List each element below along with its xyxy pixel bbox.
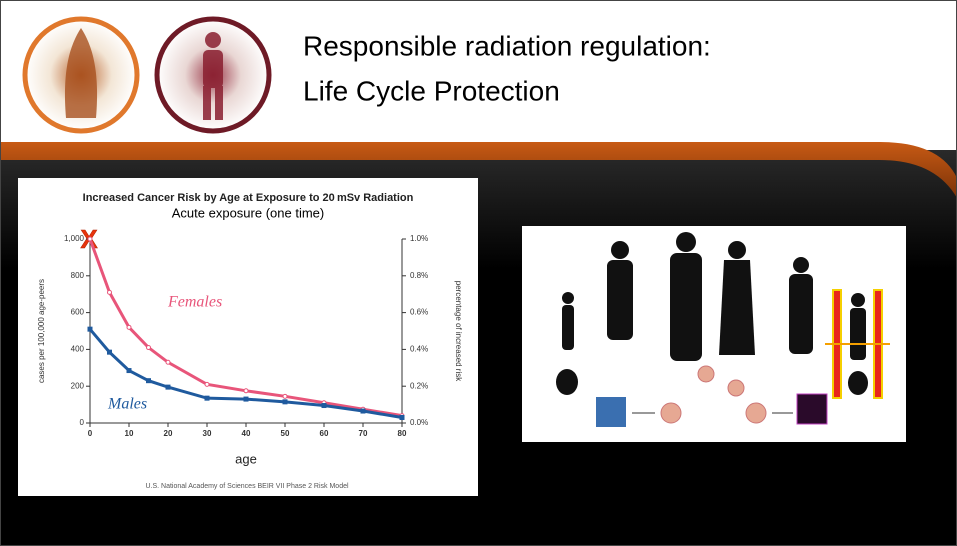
point [87, 236, 93, 242]
y2-tick-label: 0.0% [410, 418, 428, 427]
y2-tick-label: 1.0% [410, 234, 428, 243]
x-tick-label: 40 [242, 429, 251, 438]
point [146, 378, 151, 384]
point [282, 393, 288, 399]
point [165, 359, 171, 365]
point [399, 414, 405, 420]
point [321, 403, 327, 409]
x-tick-label: 20 [164, 429, 173, 438]
annotation: Females [167, 294, 222, 311]
point [282, 399, 288, 405]
y-tick-label: 800 [71, 271, 85, 280]
x-tick-label: 0 [88, 429, 93, 438]
cells [596, 289, 890, 427]
point [126, 324, 132, 330]
silhouettes [556, 232, 868, 395]
slide-title: Life Cycle Protection [303, 75, 560, 106]
point [360, 408, 366, 414]
y2-axis-label: percentage of increased risk [454, 281, 463, 383]
x-tick-label: 80 [398, 429, 407, 438]
y-tick-label: 600 [71, 308, 85, 317]
y-axis-label: cases per 100,000 age-peers [37, 279, 46, 383]
chart-subtitle: Acute exposure (one time) [172, 205, 324, 220]
life-cycle-image [522, 226, 906, 442]
x-tick-label: 60 [320, 429, 329, 438]
point [165, 384, 171, 390]
y2-tick-label: 0.4% [410, 345, 428, 354]
point [126, 368, 132, 374]
x-tick-label: 50 [281, 429, 290, 438]
chart: Increased Cancer Risk by Age at Exposure… [37, 192, 463, 490]
point [204, 395, 210, 401]
icon-figure [203, 32, 223, 120]
x-tick-label: 10 [125, 429, 134, 438]
y-tick-label: 1,000 [64, 234, 85, 243]
y-tick-label: 200 [71, 381, 85, 390]
annotation: Males [107, 396, 147, 413]
point [87, 326, 93, 332]
orange-band [0, 142, 957, 198]
chart-panel [18, 178, 478, 496]
point [243, 396, 249, 402]
y2-tick-label: 0.2% [410, 381, 428, 390]
point [146, 345, 151, 351]
chart-title: Increased Cancer Risk by Age at Exposure… [83, 192, 414, 204]
point [204, 381, 210, 387]
y2-tick-label: 0.6% [410, 308, 428, 317]
point [243, 388, 249, 394]
x-tick-label: 70 [359, 429, 368, 438]
point [107, 349, 112, 355]
footnote: U.S. National Academy of Sciences BEIR V… [145, 483, 349, 490]
y2-tick-label: 0.8% [410, 271, 428, 280]
slide-title: Responsible radiation regulation: [303, 30, 711, 61]
x-axis-label: age [235, 451, 257, 466]
point [107, 289, 112, 295]
icon-shape [64, 28, 98, 118]
y-tick-label: 400 [71, 345, 85, 354]
y-tick-label: 0 [80, 418, 85, 427]
x-tick-label: 30 [203, 429, 212, 438]
